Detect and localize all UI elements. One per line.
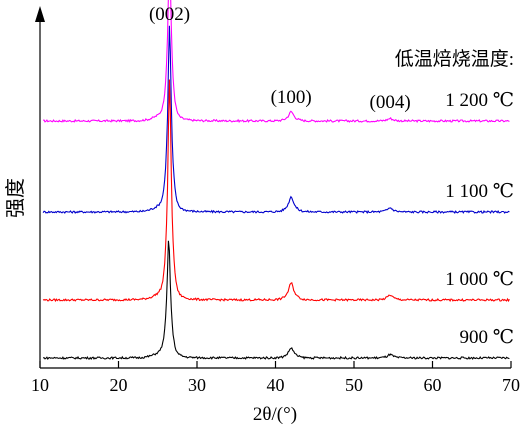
- x-tick-label: 50: [345, 375, 363, 395]
- x-axis-label: 2θ/(°): [253, 404, 297, 425]
- peak-label: (100): [271, 87, 312, 108]
- x-tick-label: 30: [188, 375, 206, 395]
- y-axis-arrow: [35, 6, 45, 22]
- series-label: 1 100 ℃: [445, 181, 514, 202]
- series-label: 900 ℃: [459, 327, 514, 348]
- x-tick-label: 40: [267, 375, 285, 395]
- series-line: [43, 240, 510, 361]
- x-ticks: 10 20 30 40 50 60 70: [31, 361, 520, 395]
- labels: 2θ/(°) 强度 低温焙烧温度: 1 200 ℃ 1 100 ℃ 1 000 ℃ 9…: [4, 4, 514, 425]
- peak-label: (004): [370, 92, 411, 113]
- x-tick-label: 20: [110, 375, 128, 395]
- series-line: [42, 25, 510, 215]
- series-label: 1 000 ℃: [445, 269, 514, 290]
- series-line: [43, 0, 510, 124]
- x-tick-label: 60: [424, 375, 442, 395]
- plot-lines: [42, 0, 510, 361]
- series-line: [42, 79, 510, 303]
- legend-title: 低温焙烧温度:: [395, 48, 514, 70]
- series-label: 1 200 ℃: [445, 90, 514, 111]
- x-tick-label: 70: [502, 375, 520, 395]
- x-tick-label: 10: [31, 375, 49, 395]
- peak-label: (002): [149, 4, 190, 25]
- y-axis-label: 强度: [4, 178, 27, 218]
